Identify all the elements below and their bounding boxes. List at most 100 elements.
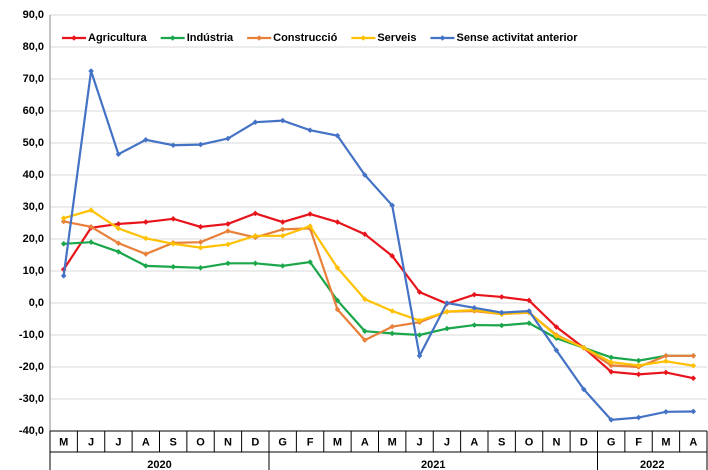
point-marker [608, 362, 614, 369]
point-marker [143, 219, 149, 225]
point-marker [526, 320, 532, 326]
point-marker [553, 333, 560, 339]
point-marker [416, 289, 423, 295]
point-marker [635, 357, 642, 364]
legend-label: Indústria [187, 32, 234, 44]
point-marker [115, 151, 122, 157]
point-marker [526, 297, 532, 304]
point-marker [416, 353, 423, 359]
x-tick-label: F [307, 436, 314, 448]
point-marker [608, 354, 614, 361]
y-tick-label: 20,0 [23, 233, 44, 245]
point-marker [115, 225, 122, 232]
point-marker [307, 223, 313, 229]
point-marker [170, 264, 176, 270]
x-tick-label: J [444, 436, 450, 448]
x-tick-label: O [196, 436, 205, 448]
point-marker [88, 239, 94, 245]
point-marker [60, 273, 67, 279]
point-marker [444, 325, 450, 332]
point-marker [526, 308, 532, 314]
point-marker [498, 309, 505, 316]
x-tick-label: J [115, 436, 121, 448]
legend-label: Construcció [273, 32, 337, 44]
point-marker [362, 231, 368, 237]
point-marker [635, 362, 642, 369]
y-tick-label: -40,0 [19, 425, 44, 437]
point-marker [635, 414, 642, 421]
x-tick-label: F [635, 436, 642, 448]
point-marker [307, 259, 313, 265]
point-marker [362, 328, 368, 334]
point-marker [334, 306, 341, 313]
series-line [63, 209, 694, 367]
point-marker [143, 235, 149, 242]
point-marker [225, 260, 231, 267]
point-marker [252, 119, 259, 125]
x-tick-label: D [251, 436, 259, 448]
point-marker [279, 117, 286, 124]
y-tick-label: 60,0 [23, 105, 44, 117]
point-marker [690, 353, 697, 359]
point-marker [581, 386, 587, 393]
point-marker [225, 135, 231, 142]
point-marker [416, 317, 423, 324]
point-marker [307, 127, 313, 133]
x-tick-label: A [142, 436, 150, 448]
point-marker [60, 218, 67, 225]
legend-label: Sense activitat anterior [456, 32, 578, 44]
x-tick-label: A [361, 436, 369, 448]
point-marker [143, 251, 149, 257]
y-tick-label: 80,0 [23, 41, 44, 53]
point-marker [170, 241, 176, 247]
point-marker [279, 263, 286, 269]
point-marker [143, 263, 149, 269]
point-marker [170, 216, 176, 222]
point-marker [279, 226, 286, 233]
series-line [63, 220, 694, 369]
x-tick-label: A [470, 436, 478, 448]
point-marker [60, 241, 67, 247]
point-marker [362, 337, 368, 343]
x-tick-label: J [417, 436, 423, 448]
point-marker [362, 296, 368, 302]
x-tick-label: N [552, 436, 560, 448]
year-label: 2022 [640, 459, 664, 470]
y-tick-label: 10,0 [23, 265, 44, 277]
point-marker [115, 249, 122, 255]
point-marker [663, 409, 669, 415]
point-marker [115, 240, 122, 246]
legend-label: Agricultura [88, 32, 148, 44]
y-tick-label: -10,0 [19, 329, 44, 341]
legend-marker [71, 35, 77, 41]
point-marker [334, 132, 341, 139]
y-tick-label: 30,0 [23, 201, 44, 213]
year-label: 2021 [421, 459, 445, 470]
y-tick-label: -20,0 [19, 361, 44, 373]
point-marker [498, 322, 505, 329]
point-marker [471, 291, 478, 298]
point-marker [60, 215, 67, 221]
point-marker [471, 305, 478, 311]
point-marker [608, 417, 614, 423]
point-marker [389, 308, 395, 314]
point-marker [88, 207, 94, 213]
x-tick-label: M [388, 436, 397, 448]
point-marker [553, 324, 560, 330]
point-marker [498, 294, 505, 300]
point-marker [690, 408, 697, 415]
series-line [63, 241, 694, 362]
point-marker [88, 224, 94, 230]
legend-marker [169, 35, 176, 41]
point-marker [416, 332, 423, 338]
legend-label: Serveis [377, 32, 416, 44]
point-marker [143, 137, 149, 143]
point-marker [389, 323, 395, 330]
point-marker [471, 322, 478, 328]
x-tick-label: G [278, 436, 287, 448]
point-marker [635, 371, 642, 378]
legend-marker [256, 35, 262, 41]
y-tick-label: 0,0 [29, 297, 44, 309]
point-marker [197, 265, 204, 271]
x-tick-label: M [59, 436, 68, 448]
